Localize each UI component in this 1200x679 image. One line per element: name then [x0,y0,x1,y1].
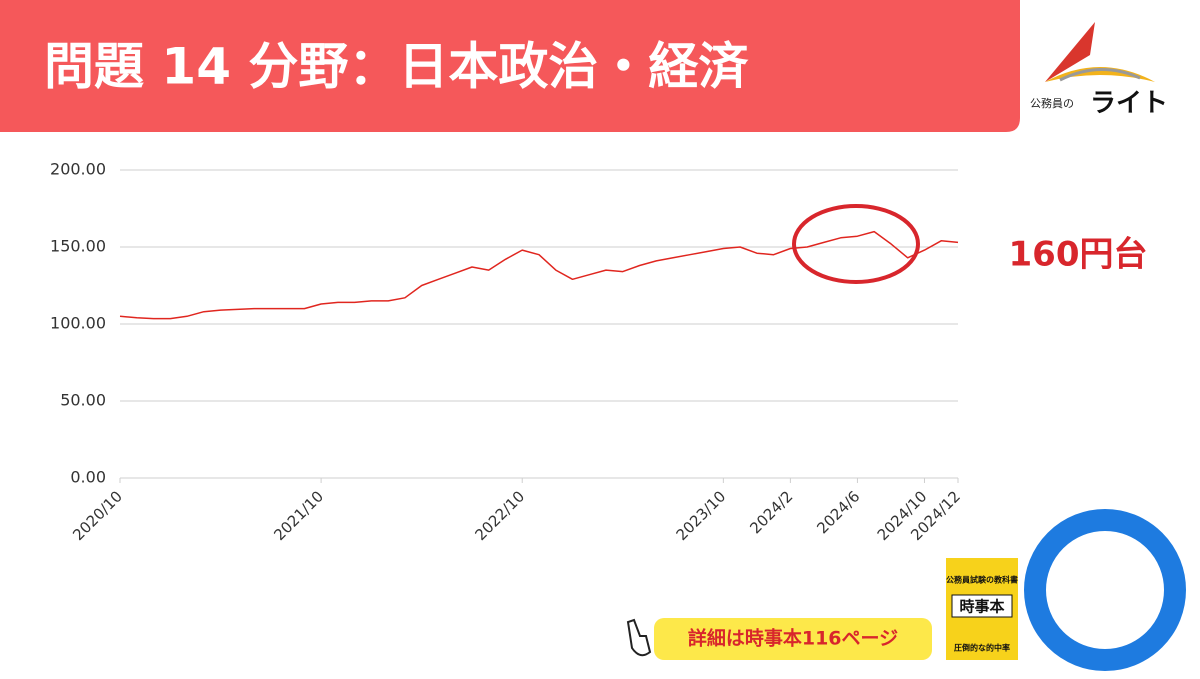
hand-icon [626,618,652,657]
logo-brand: ライト [1090,89,1168,119]
highlight-ellipse [792,204,920,284]
x-tick-label: 2021/10 [270,487,327,544]
book-subtitle: 公務員試験の教科書 [946,575,1018,585]
callout-text: 詳細は時事本116ページ [688,627,898,650]
y-tick-label: 50.00 [60,391,106,410]
x-tick-label: 2023/10 [673,487,730,544]
slide-title: 問題 14 分野：日本政治・経済 [44,38,749,96]
y-tick-label: 100.00 [50,314,106,333]
x-tick-label: 2024/2 [746,487,796,537]
x-tick-label: 2020/10 [69,487,126,544]
x-tick-label: 2022/10 [471,487,528,544]
highlight-label: 160円台 [1009,235,1148,275]
logo-small: 公務員の [1030,96,1074,110]
x-tick-label: 2024/6 [813,487,863,537]
book-footer: 圧倒的な的中率 [954,643,1010,653]
series-line [119,230,959,320]
callout-box [654,618,932,660]
logo: 公務員の ライト [1030,22,1168,119]
correct-mark [1024,509,1186,671]
book-cover: 公務員試験の教科書 時事本 圧倒的な的中率 [946,558,1018,660]
title-banner [0,0,1020,132]
plot: 0.00 50.00 100.00 150.00 200.00 2020/10 2021/1… [50,160,964,545]
y-tick-label: 200.00 [50,160,106,179]
book-title: 時事本 [959,598,1004,616]
y-tick-label: 0.00 [70,468,106,487]
y-tick-label: 150.00 [50,237,106,256]
